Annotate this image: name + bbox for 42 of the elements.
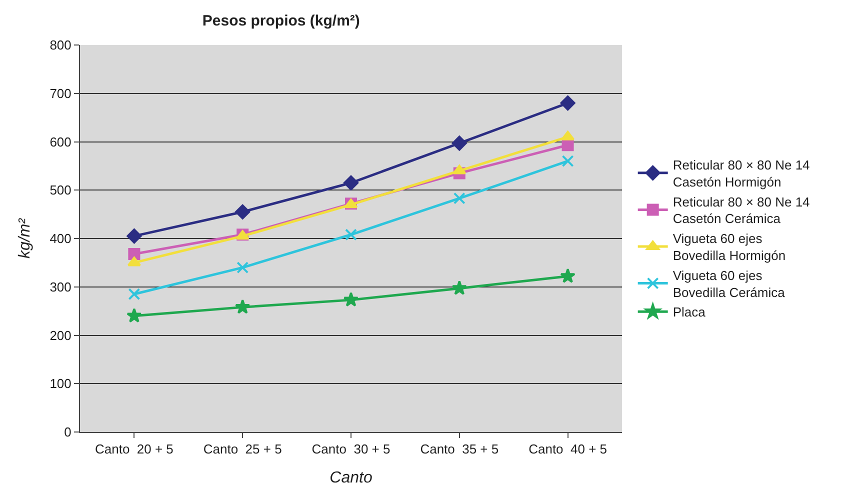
legend-label: Vigueta 60 ejes Bovedilla Hormigón [672, 231, 786, 264]
point [345, 228, 357, 241]
point [561, 130, 575, 140]
x-tick-label: Canto 30 + 5 [312, 442, 390, 457]
point [344, 175, 358, 190]
y-tick-label: 200 [50, 328, 72, 343]
point [126, 308, 142, 323]
y-tick-label: 500 [50, 182, 72, 198]
legend-label: Vigueta 60 ejes Bovedilla Cerámica [672, 268, 786, 300]
point [452, 280, 468, 295]
x-tick-label: Canto 35 + 5 [420, 442, 499, 457]
legend-label: Reticular 80 × 80 Ne 14 Casetón Cerámica [672, 194, 810, 226]
y-tick-label: 800 [50, 38, 72, 53]
y-axis-title: kg/m² [16, 218, 34, 258]
point [562, 155, 574, 168]
point [562, 139, 574, 152]
point [452, 164, 466, 174]
chart-title: Pesos propios (kg/m²) [202, 12, 360, 30]
point [560, 268, 576, 283]
x-tick-label: Canto 20 + 5 [94, 442, 174, 457]
point [234, 299, 250, 314]
point [452, 136, 467, 151]
y-tick-label: 600 [50, 134, 72, 150]
point [127, 256, 141, 266]
point [128, 288, 140, 300]
x-axis-title: Canto [330, 469, 372, 486]
y-tick-label: 700 [50, 86, 72, 101]
point [343, 292, 359, 307]
point [453, 192, 466, 204]
legend-label: Reticular 80 × 80 Ne 14 Casetón Hormigón [672, 158, 810, 190]
x-tick-label: Canto 40 + 5 [528, 442, 608, 457]
y-tick-label: 0 [64, 424, 72, 440]
y-tick-label: 300 [50, 279, 72, 294]
point [126, 228, 142, 244]
x-tick-label: Canto 25 + 5 [203, 442, 282, 457]
point [235, 204, 250, 220]
point [128, 248, 140, 260]
y-tick-label: 100 [50, 376, 72, 392]
point [560, 96, 576, 111]
legend-label: Placa [672, 304, 706, 320]
point [236, 262, 249, 274]
y-tick-label: 400 [50, 231, 72, 246]
